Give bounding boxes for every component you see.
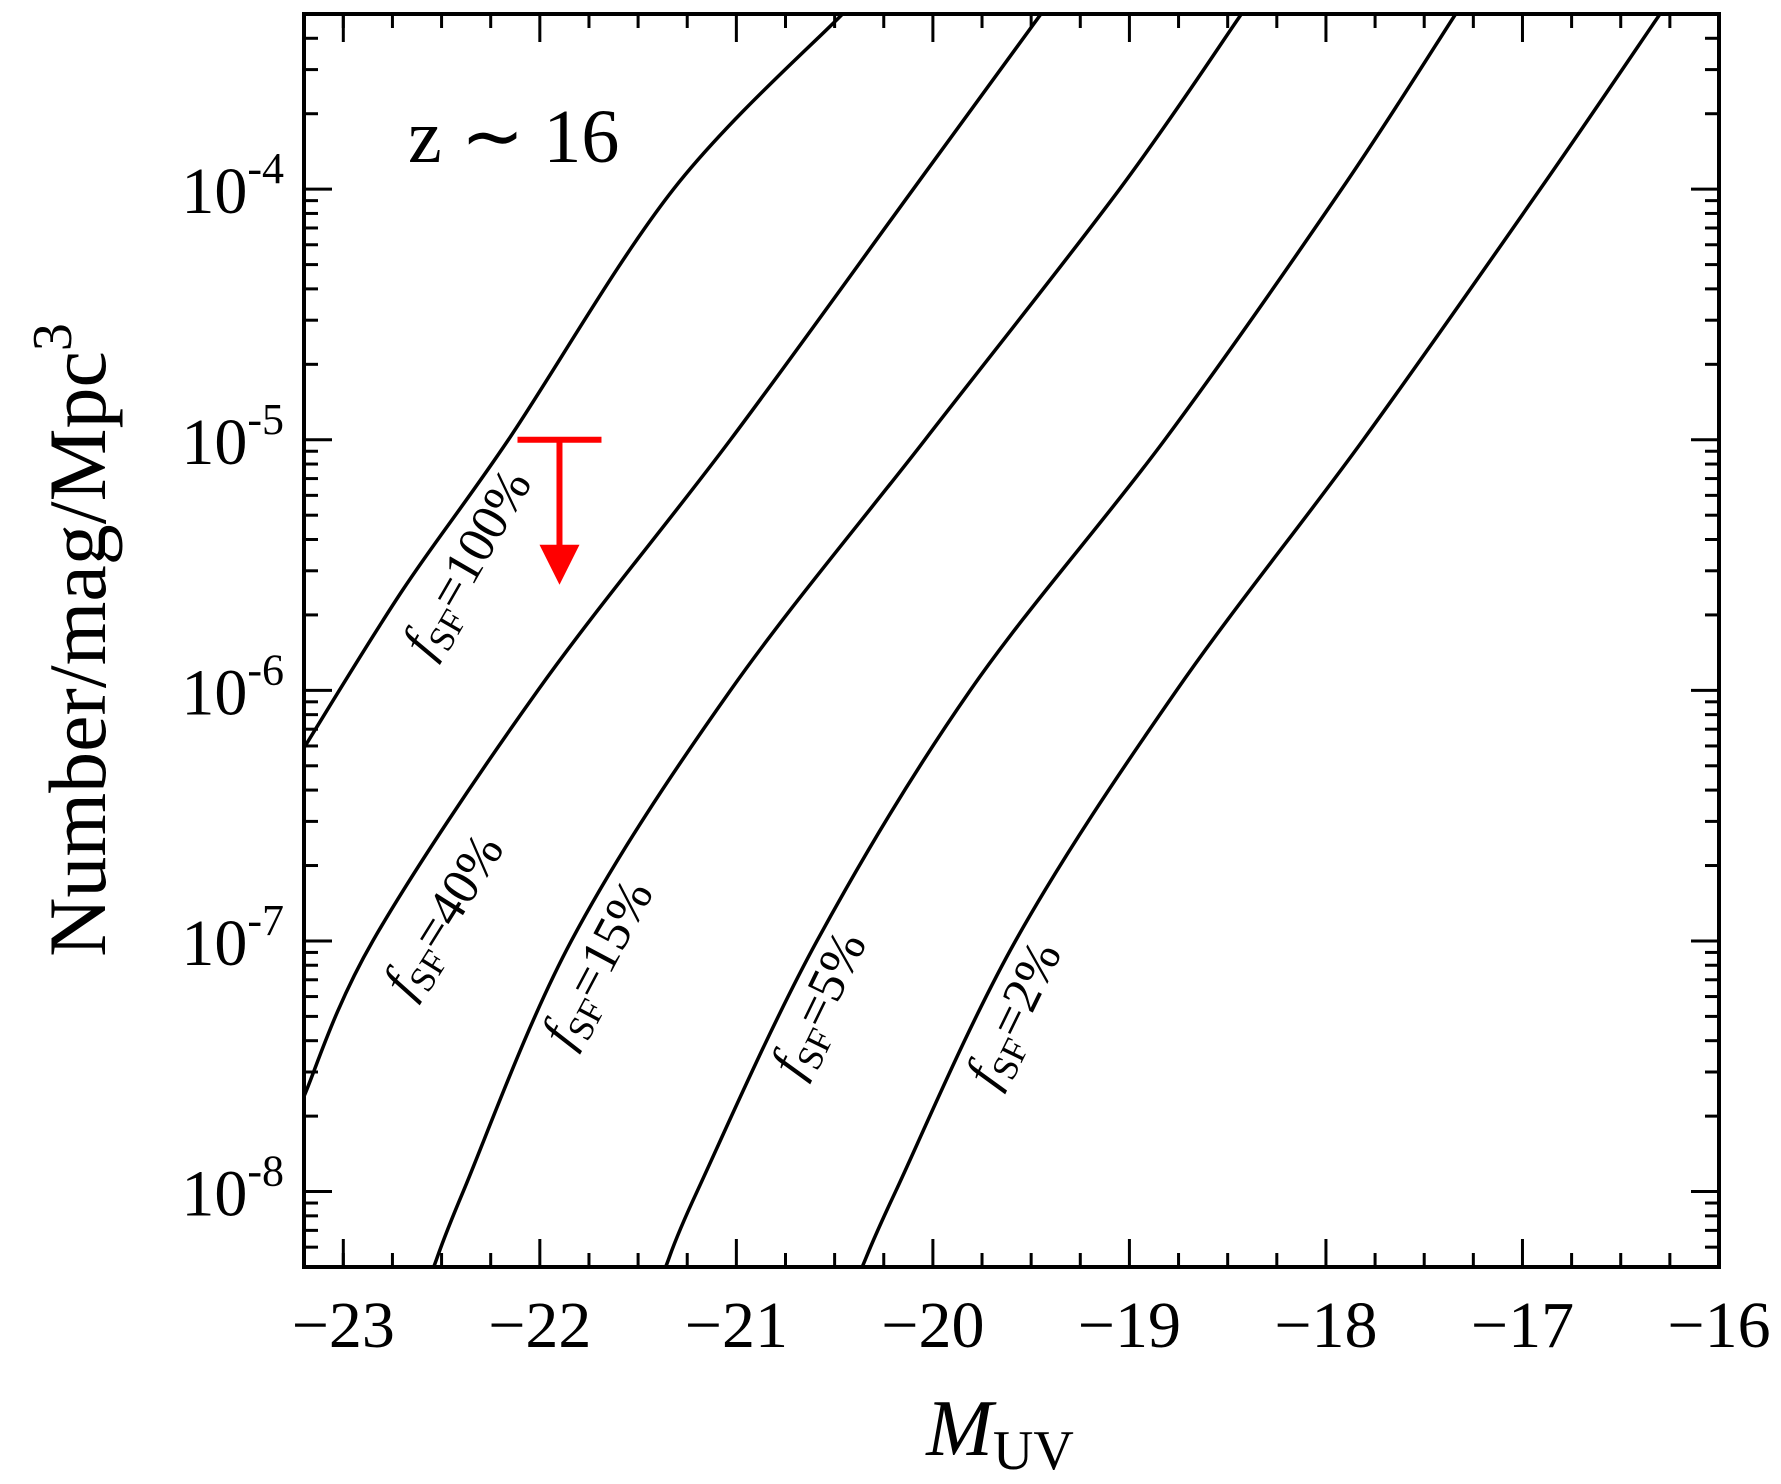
x-tick-label: −17 bbox=[1471, 1289, 1574, 1362]
curve bbox=[304, 14, 1043, 1097]
tick-exponent: -8 bbox=[247, 1147, 284, 1196]
y-label-main: Number/mag/Mpc bbox=[32, 351, 123, 957]
curve bbox=[432, 14, 1243, 1267]
y-label-sup: 3 bbox=[22, 323, 84, 351]
x-tick-label: −19 bbox=[1078, 1289, 1181, 1362]
curve bbox=[304, 14, 844, 749]
tick-base: 10 bbox=[181, 155, 247, 228]
curve-name: =2% bbox=[978, 933, 1072, 1047]
tick-exponent: -6 bbox=[247, 645, 284, 694]
curve-name: =40% bbox=[401, 824, 515, 960]
annotation: z ∼ 16 bbox=[408, 95, 619, 179]
curve-label: fSF=2% bbox=[955, 933, 1081, 1099]
y-tick-label: 10-4 bbox=[181, 144, 284, 228]
x-tick-label: −20 bbox=[881, 1289, 984, 1362]
curve-label: fSF=5% bbox=[760, 923, 886, 1089]
tick-exponent: -5 bbox=[247, 395, 284, 444]
tick-base: 10 bbox=[181, 656, 247, 729]
y-tick-label: 10-6 bbox=[181, 645, 284, 729]
x-tick-label: −16 bbox=[1667, 1289, 1770, 1362]
tick-base: 10 bbox=[181, 406, 247, 479]
y-tick-label: 10-7 bbox=[181, 896, 284, 980]
x-tick-label: −22 bbox=[488, 1289, 591, 1362]
x-label-sub: UV bbox=[993, 1420, 1074, 1482]
tick-base: 10 bbox=[181, 1158, 247, 1231]
x-tick-label: −21 bbox=[685, 1289, 788, 1362]
curve bbox=[860, 14, 1662, 1267]
curve-label: fSF=15% bbox=[530, 871, 672, 1060]
plot-frame bbox=[302, 12, 1721, 1269]
curve bbox=[663, 14, 1458, 1267]
y-axis-label: Number/mag/Mpc3 bbox=[22, 323, 123, 957]
curve-label: fSF=40% bbox=[372, 824, 522, 1010]
y-tick-label: 10-8 bbox=[181, 1147, 284, 1231]
limit-arrow bbox=[539, 544, 580, 585]
tick-exponent: -4 bbox=[247, 144, 284, 193]
tick-exponent: -7 bbox=[247, 896, 284, 945]
tick-base: 10 bbox=[181, 907, 247, 980]
x-axis-label: MUV bbox=[925, 1385, 1074, 1482]
x-tick-label: −18 bbox=[1274, 1289, 1377, 1362]
upper-limit bbox=[517, 436, 602, 585]
x-label-main: M bbox=[925, 1385, 997, 1473]
y-tick-label: 10-5 bbox=[181, 395, 284, 479]
x-tick-label: −23 bbox=[292, 1289, 395, 1362]
